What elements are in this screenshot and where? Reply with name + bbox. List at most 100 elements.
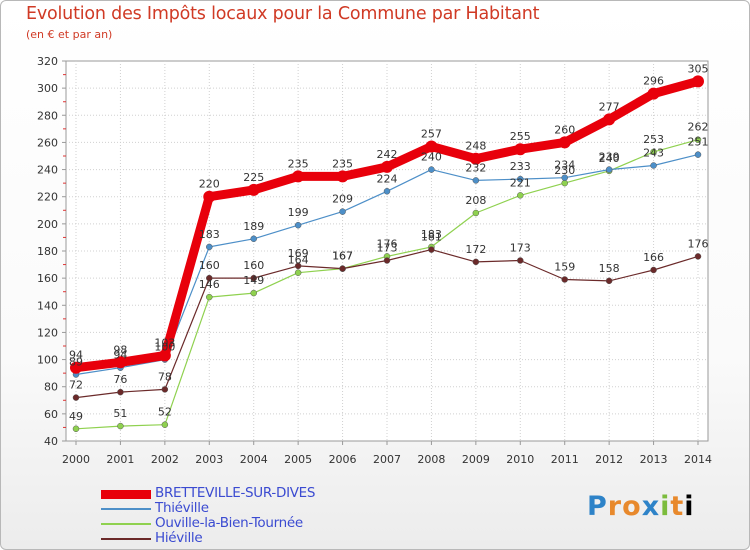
data-label-2: 240 [599,152,620,165]
data-label-2: 49 [69,410,83,423]
x-tick-label: 2005 [284,453,312,466]
data-point-0 [514,143,527,156]
data-label-0: 220 [199,178,220,191]
data-label-2: 149 [243,274,264,287]
data-point-0 [558,136,571,149]
x-tick-label: 2007 [373,453,401,466]
data-point-1 [206,243,213,251]
data-label-3: 76 [113,373,127,386]
data-label-1: 239 [599,151,620,164]
data-label-2: 176 [377,237,398,250]
data-point-3 [339,265,346,272]
data-point-2 [694,136,702,143]
y-tick-label: 320 [37,55,58,68]
data-point-1 [605,166,613,173]
data-point-1 [339,208,346,215]
legend-swatch [101,508,151,510]
data-point-0 [158,349,171,362]
y-tick-label: 60 [44,408,58,421]
data-label-0: 103 [154,337,175,350]
x-tick-label: 2000 [62,453,90,466]
data-point-2 [294,269,302,276]
y-tick-label: 220 [37,191,58,204]
data-label-0: 225 [243,171,264,184]
data-label-1: 100 [154,341,175,354]
y-tick-label: 260 [37,136,58,149]
data-point-3 [206,274,213,282]
data-label-2: 146 [199,278,220,291]
data-point-1 [517,175,524,183]
legend-item: BRETTEVILLE-SUR-DIVES [101,485,401,501]
data-label-3: 167 [332,250,353,263]
data-label-2: 167 [332,250,353,263]
data-point-0 [114,356,127,369]
data-label-1: 183 [199,228,220,241]
data-point-0 [247,183,260,196]
data-label-1: 234 [554,159,575,172]
data-label-3: 169 [288,247,309,260]
data-label-3: 159 [554,261,575,274]
legend-swatch [101,489,151,499]
logo-letter: P [587,491,608,522]
x-tick-label: 2009 [462,453,490,466]
data-label-1: 233 [510,160,531,173]
data-point-3 [517,257,524,264]
chart-subtitle: (en € et par an) [26,28,113,41]
data-point-2 [517,192,524,199]
data-point-1 [294,221,302,229]
data-point-1 [472,177,480,184]
x-tick-label: 2012 [595,453,623,466]
data-point-1 [428,166,435,173]
data-point-2 [472,209,480,217]
data-label-2: 52 [158,406,172,419]
y-tick-label: 180 [37,245,58,258]
data-point-2 [250,289,257,297]
data-point-3 [605,277,613,285]
data-label-0: 277 [599,100,620,113]
y-tick-label: 140 [37,299,58,312]
data-point-1 [250,235,257,243]
data-point-0 [292,170,305,183]
data-point-2 [561,179,568,187]
data-label-0: 257 [421,128,442,141]
data-label-0: 242 [377,148,398,161]
data-label-3: 166 [643,251,664,264]
data-point-2 [117,422,124,430]
y-tick-label: 200 [37,218,58,231]
data-point-2 [72,425,80,433]
x-tick-label: 2002 [151,453,179,466]
data-label-2: 183 [421,228,442,241]
legend-label: Thiéville [155,500,209,516]
proxiti-logo: Proxiti [587,491,695,522]
y-tick-label: 40 [44,435,58,448]
logo-letter: o [622,491,642,522]
data-label-3: 172 [465,243,486,256]
x-tick-label: 2013 [640,453,668,466]
data-label-3: 176 [688,237,709,250]
data-label-2: 230 [554,164,575,177]
data-label-0: 260 [554,123,575,136]
data-label-2: 253 [643,133,664,146]
x-tick-label: 2001 [106,453,134,466]
y-tick-label: 100 [37,354,58,367]
x-tick-label: 2004 [240,453,268,466]
data-point-0 [647,87,660,100]
y-tick-label: 80 [44,381,58,394]
legend-label: BRETTEVILLE-SUR-DIVES [155,485,316,501]
data-label-1: 251 [688,136,709,149]
data-point-0 [381,160,393,173]
data-label-1: 209 [332,193,353,206]
legend-item: Thiéville [101,500,401,516]
data-label-1: 232 [465,161,486,174]
legend-swatch [101,523,151,525]
data-point-1 [383,188,391,195]
legend-item: Hiéville [101,530,401,546]
data-point-3 [72,394,80,401]
data-point-0 [692,75,704,88]
data-label-3: 181 [421,231,442,244]
data-point-0 [203,190,216,203]
data-label-1: 89 [69,356,83,369]
data-point-3 [650,266,657,274]
data-label-3: 78 [158,370,172,383]
